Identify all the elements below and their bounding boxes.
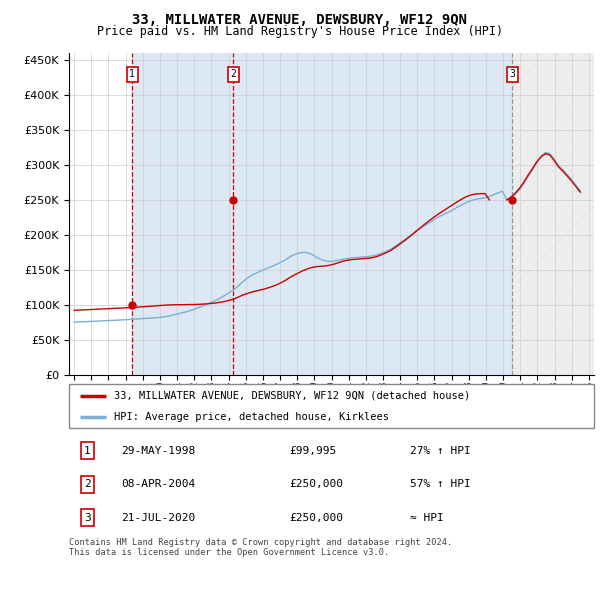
Text: 27% ↑ HPI: 27% ↑ HPI [410, 445, 471, 455]
Text: 33, MILLWATER AVENUE, DEWSBURY, WF12 9QN (detached house): 33, MILLWATER AVENUE, DEWSBURY, WF12 9QN… [113, 391, 470, 401]
Text: £250,000: £250,000 [290, 513, 343, 523]
Text: ≈ HPI: ≈ HPI [410, 513, 444, 523]
Text: £250,000: £250,000 [290, 479, 343, 489]
Text: 2: 2 [230, 69, 236, 79]
Text: 08-APR-2004: 08-APR-2004 [121, 479, 196, 489]
Text: 3: 3 [84, 513, 91, 523]
Text: 33, MILLWATER AVENUE, DEWSBURY, WF12 9QN: 33, MILLWATER AVENUE, DEWSBURY, WF12 9QN [133, 13, 467, 27]
Text: 3: 3 [509, 69, 515, 79]
Text: £99,995: £99,995 [290, 445, 337, 455]
FancyBboxPatch shape [69, 384, 594, 428]
Text: Price paid vs. HM Land Registry's House Price Index (HPI): Price paid vs. HM Land Registry's House … [97, 25, 503, 38]
Bar [132, 53, 512, 375]
Text: 2: 2 [84, 479, 91, 489]
Text: 1: 1 [84, 445, 91, 455]
Text: 21-JUL-2020: 21-JUL-2020 [121, 513, 196, 523]
Text: 29-MAY-1998: 29-MAY-1998 [121, 445, 196, 455]
Bar [512, 53, 600, 375]
Text: Contains HM Land Registry data © Crown copyright and database right 2024.
This d: Contains HM Land Registry data © Crown c… [69, 538, 452, 558]
Text: HPI: Average price, detached house, Kirklees: HPI: Average price, detached house, Kirk… [113, 412, 389, 422]
Text: 57% ↑ HPI: 57% ↑ HPI [410, 479, 471, 489]
Bar [512, 53, 600, 375]
Text: 1: 1 [129, 69, 135, 79]
